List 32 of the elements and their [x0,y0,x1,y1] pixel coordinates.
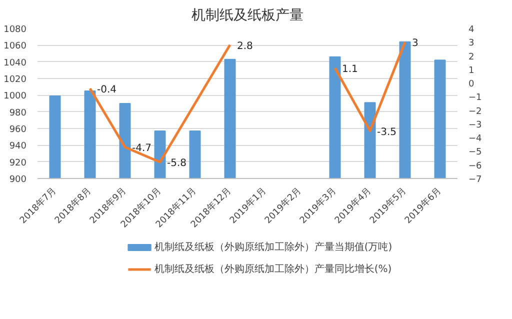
legend-label: 机制纸及纸板（外购原纸加工除外）产量当期值(万吨) [154,241,392,253]
y-tick-label: 940 [9,142,27,152]
y2-tick-label: 1 [468,66,474,76]
legend-label: 机制纸及纸板（外购原纸加工除外）产量同比增长(%) [154,263,392,275]
y2-tick-label: −2 [468,106,482,117]
y2-tick-label: −1 [468,93,482,104]
data-label: 3 [412,38,418,50]
data-label: -3.5 [377,126,397,138]
y-tick-label: 980 [9,108,27,118]
y2-tick-label: 3 [468,38,474,49]
y2-tick-label: −5 [468,148,482,158]
data-label: 2.8 [237,40,253,52]
y-tick-label: 1060 [4,42,27,52]
y-tick-label: 900 [9,175,27,185]
y2-tick-label: 2 [468,52,474,62]
y2-tick-label: 4 [468,25,474,35]
data-label: -4.7 [132,143,152,154]
y2-tick-label: −7 [468,175,482,185]
y-tick-label: 960 [9,125,27,135]
data-label: -0.4 [97,84,117,96]
y2-tick-label: 0 [468,80,474,90]
y-tick-label: 1040 [4,58,27,68]
data-label: 1.1 [342,64,358,76]
chart-title: 机制纸及纸板产量 [192,8,304,24]
data-label: -5.8 [167,158,187,170]
y2-tick-label: −4 [468,134,482,144]
y2-tick-label: −6 [468,161,482,172]
y-tick-label: 1020 [4,75,27,85]
y-tick-label: 1080 [4,25,27,35]
y-tick-label: 920 [9,158,27,168]
y2-tick-label: −3 [468,120,482,130]
y-tick-label: 1000 [4,92,27,102]
